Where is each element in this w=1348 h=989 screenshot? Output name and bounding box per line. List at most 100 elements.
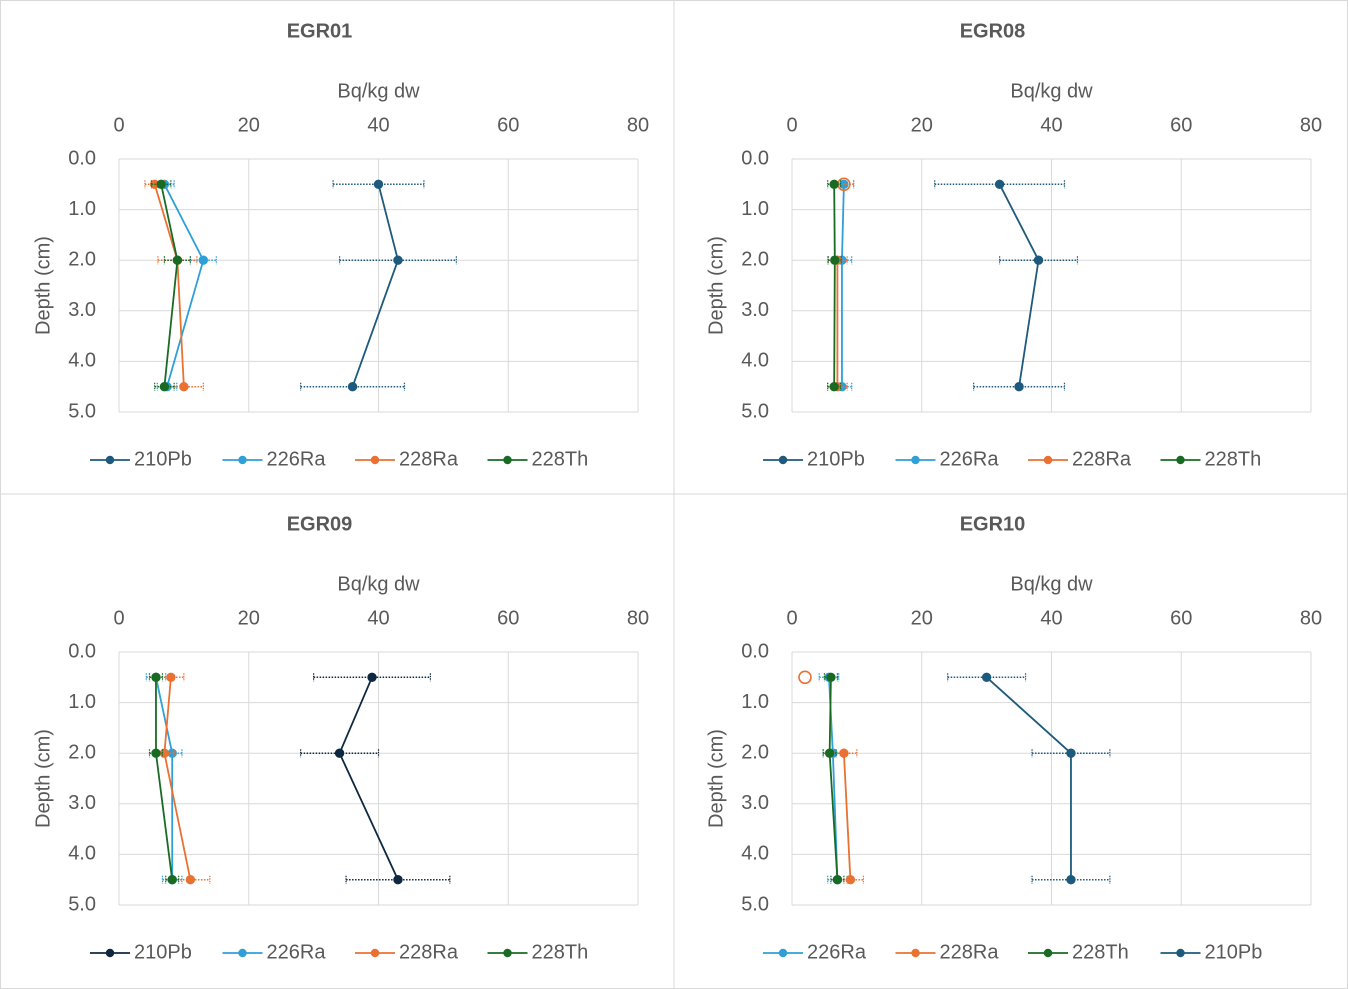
marker	[172, 255, 183, 265]
x-tick-label: 60	[497, 607, 519, 629]
legend-marker	[238, 455, 247, 465]
marker	[994, 179, 1005, 190]
x-tick-label: 20	[238, 607, 260, 629]
marker	[1066, 875, 1076, 885]
y-tick-label: 2.0	[741, 741, 769, 763]
series-line	[833, 184, 836, 387]
legend-marker	[503, 455, 512, 465]
legend-label: 228Th	[532, 941, 589, 963]
legend-label: 226Ra	[267, 448, 327, 470]
legend-marker	[370, 455, 380, 465]
y-axis-label: Depth (cm)	[32, 729, 54, 828]
x-tick-label: 0	[786, 607, 797, 629]
legend-marker	[1176, 455, 1185, 465]
chart-title: EGR08	[960, 20, 1026, 42]
x-tick-label: 60	[1170, 607, 1192, 629]
marker	[826, 672, 836, 683]
x-tick-label: 40	[367, 607, 389, 629]
y-tick-label: 5.0	[68, 400, 96, 422]
y-tick-label: 2.0	[741, 248, 769, 270]
y-tick-label: 5.0	[68, 893, 96, 915]
y-tick-label: 5.0	[741, 400, 769, 422]
x-axis-label: Bq/kg dw	[337, 80, 420, 102]
y-tick-label: 0.0	[68, 147, 96, 169]
marker	[829, 382, 839, 392]
legend-marker	[911, 948, 920, 958]
marker	[393, 255, 403, 265]
marker	[159, 382, 170, 392]
legend-marker	[778, 455, 788, 465]
marker	[824, 748, 835, 758]
marker	[167, 748, 177, 758]
marker	[334, 748, 345, 758]
x-tick-label: 40	[1040, 114, 1062, 136]
y-tick-label: 0.0	[741, 640, 769, 662]
legend-label: 210Pb	[1205, 941, 1263, 963]
marker	[373, 179, 384, 190]
legend-label: 228Ra	[399, 448, 459, 470]
legend-marker	[1043, 455, 1053, 465]
x-tick-label: 0	[113, 114, 124, 136]
legend-marker	[105, 455, 115, 465]
legend-label: 228Th	[1072, 941, 1129, 963]
legend-label: 226Ra	[267, 941, 327, 963]
legend-marker	[105, 948, 115, 958]
x-tick-label: 60	[1170, 114, 1192, 136]
x-tick-label: 80	[627, 607, 649, 629]
marker	[1014, 382, 1024, 392]
x-axis-label: Bq/kg dw	[337, 573, 420, 595]
y-tick-label: 4.0	[741, 843, 769, 865]
y-tick-label: 4.0	[68, 350, 96, 372]
legend-label: 228Ra	[940, 941, 1000, 963]
legend-label: 210Pb	[134, 941, 192, 963]
legend-marker	[370, 948, 380, 958]
x-tick-label: 40	[367, 114, 389, 136]
marker	[156, 179, 166, 190]
y-tick-label: 1.0	[741, 691, 769, 713]
y-tick-label: 1.0	[741, 198, 769, 220]
marker	[367, 672, 377, 683]
marker	[166, 672, 176, 683]
marker	[393, 875, 403, 885]
marker	[839, 748, 849, 758]
legend-label: 226Ra	[807, 941, 867, 963]
series-line	[843, 753, 852, 880]
legend-label: 228Th	[532, 448, 589, 470]
legend-label: 228Th	[1205, 448, 1262, 470]
x-tick-label: 80	[1300, 607, 1322, 629]
marker	[981, 672, 992, 683]
y-tick-label: 1.0	[68, 691, 96, 713]
y-tick-label: 0.0	[68, 640, 96, 662]
y-tick-label: 3.0	[741, 792, 769, 814]
legend-label: 228Ra	[399, 941, 459, 963]
legend-label: 228Ra	[1072, 448, 1132, 470]
x-axis-label: Bq/kg dw	[1010, 573, 1093, 595]
y-tick-label: 3.0	[741, 299, 769, 321]
x-tick-label: 20	[238, 114, 260, 136]
y-axis-label: Depth (cm)	[705, 236, 727, 335]
y-tick-label: 1.0	[68, 198, 96, 220]
chart-title: EGR10	[960, 513, 1026, 535]
marker	[830, 255, 840, 265]
legend-marker	[778, 948, 788, 958]
y-tick-label: 3.0	[68, 792, 96, 814]
y-axis-label: Depth (cm)	[705, 729, 727, 828]
x-tick-label: 20	[911, 114, 933, 136]
legend-label: 226Ra	[940, 448, 1000, 470]
marker	[832, 875, 843, 885]
marker	[198, 255, 209, 265]
legend-marker	[238, 948, 247, 958]
legend-marker	[503, 948, 512, 958]
legend-label: 210Pb	[807, 448, 865, 470]
x-axis-label: Bq/kg dw	[1010, 80, 1093, 102]
x-tick-label: 80	[627, 114, 649, 136]
x-tick-label: 20	[911, 607, 933, 629]
marker	[845, 875, 856, 885]
marker	[829, 179, 839, 190]
y-tick-label: 0.0	[741, 147, 769, 169]
x-tick-label: 40	[1040, 607, 1062, 629]
legend-marker	[1176, 948, 1185, 958]
marker	[159, 748, 170, 758]
marker	[1033, 255, 1044, 265]
